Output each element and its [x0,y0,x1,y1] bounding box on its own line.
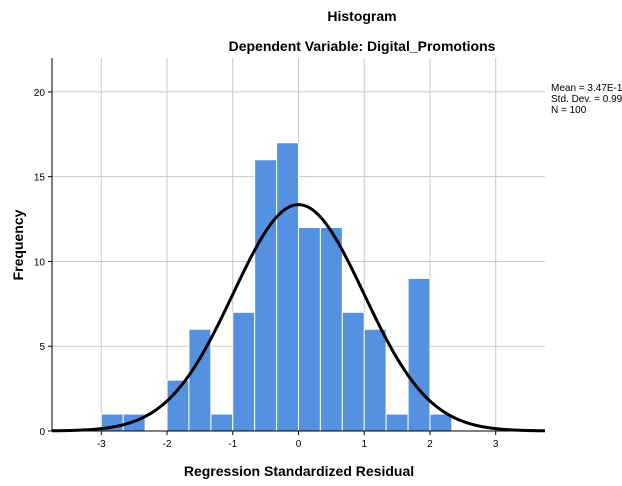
stats-n: N = 100 [551,105,587,116]
y-tick-label: 5 [39,342,45,353]
x-tick-label: 2 [427,439,433,450]
histogram-bar [232,311,256,432]
chart-subtitle: Dependent Variable: Digital_Promotions [229,38,496,54]
y-tick-label: 20 [34,88,46,99]
histogram-bar [319,227,343,432]
histogram-bar [385,413,409,432]
histogram-bar [298,227,321,432]
x-tick-label: 1 [361,439,367,450]
normal-curve [51,203,546,433]
stats-std-dev: Std. Dev. = 0.995 [551,94,622,105]
y-tick-label: 0 [39,427,45,438]
axes [48,58,545,435]
histogram-bar [363,328,387,432]
histogram-bar [341,311,365,432]
y-tick-label: 10 [34,257,46,268]
x-tick-label: -2 [163,439,172,450]
y-axis-title: Frequency [10,209,26,280]
histogram-bar [429,413,453,432]
tick-labels: 0 5 10 15 20 -3 -2 -1 0 1 2 3 [34,88,499,450]
histogram-bar [254,159,278,432]
stats-mean: Mean = 3.47E-16 [551,83,622,94]
histogram-bar [276,142,300,432]
x-axis-title: Regression Standardized Residual [184,463,414,479]
y-tick-label: 15 [34,173,46,184]
x-tick-label: 0 [296,439,302,450]
x-tick-label: 3 [493,439,499,450]
x-tick-label: -3 [97,439,106,450]
x-tick-label: -1 [228,439,237,450]
normal-curve-layer [51,203,546,433]
stats-box: Mean = 3.47E-16 Std. Dev. = 0.995 N = 10… [551,83,622,116]
histogram-bars [100,142,453,432]
histogram-bar [407,277,431,432]
chart-title: Histogram [327,8,396,24]
histogram-bar [210,413,234,432]
